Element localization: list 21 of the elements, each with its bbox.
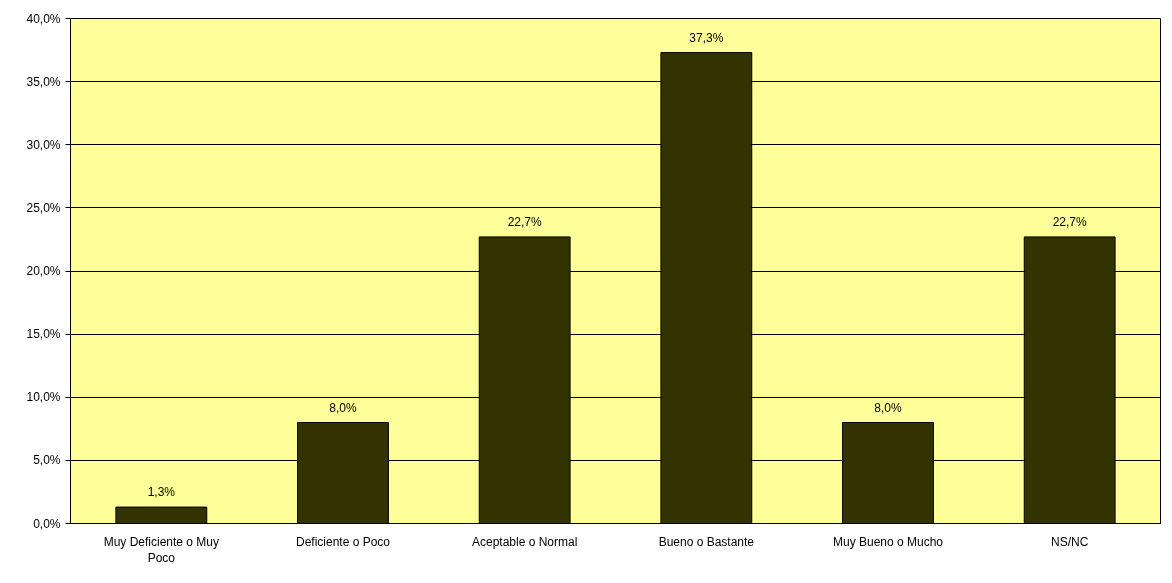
y-tick-label: 15,0% <box>26 327 61 342</box>
data-label: 8,0% <box>874 400 903 415</box>
data-label: 8,0% <box>329 400 358 415</box>
y-tick-label: 25,0% <box>26 200 61 215</box>
x-tick-label: Muy Deficiente o Muy Poco <box>103 534 220 566</box>
y-tick-label: 40,0% <box>26 11 61 26</box>
data-label: 22,7% <box>1052 214 1088 229</box>
x-tick-label: Bueno o Bastante <box>658 534 755 549</box>
x-tick-label: Deficiente o Poco <box>295 534 391 549</box>
y-tick-label: 0,0% <box>33 516 61 531</box>
y-tick-label: 20,0% <box>26 264 61 278</box>
data-label: 1,3% <box>147 485 176 500</box>
y-tick-label: 10,0% <box>26 390 61 405</box>
x-tick-label: Muy Bueno o Mucho <box>832 534 944 549</box>
data-label: 37,3% <box>689 30 724 45</box>
x-tick-label: NS/NC <box>1051 534 1089 549</box>
data-label: 22,7% <box>507 214 543 229</box>
y-tick-label: 35,0% <box>26 74 61 89</box>
y-tick-label: 30,0% <box>26 137 61 152</box>
x-tick-label: Aceptable o Normal <box>471 534 578 549</box>
y-tick-label: 5,0% <box>33 453 61 468</box>
